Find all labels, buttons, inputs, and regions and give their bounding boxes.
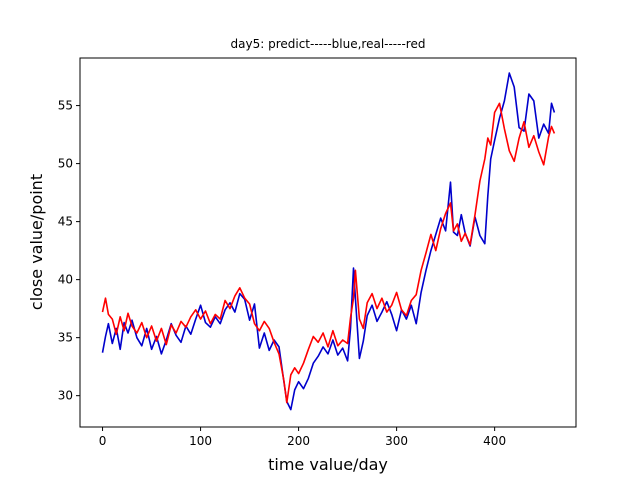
y-axis-title: close value/point (27, 174, 46, 310)
y-tick-label: 45 (58, 215, 73, 229)
x-tick-label: 200 (287, 434, 310, 448)
x-tick-label: 0 (99, 434, 107, 448)
ticks-layer: 0 100 200 300 400 30 35 40 45 50 55 (58, 99, 506, 448)
y-tick-label: 40 (58, 273, 73, 287)
y-tick-label: 35 (58, 331, 73, 345)
series-layer (101, 72, 556, 411)
chart-title: day5: predict-----blue,real-----red (231, 37, 426, 51)
x-axis-title: time value/day (268, 455, 388, 474)
y-tick-label: 50 (58, 157, 73, 171)
x-tick-label: 400 (483, 434, 506, 448)
x-tick-label: 100 (189, 434, 212, 448)
plot-frame (79, 57, 577, 428)
y-tick-label: 55 (58, 99, 73, 113)
x-tick-label: 300 (385, 434, 408, 448)
series-line-real (101, 102, 556, 404)
y-tick-label: 30 (58, 389, 73, 403)
